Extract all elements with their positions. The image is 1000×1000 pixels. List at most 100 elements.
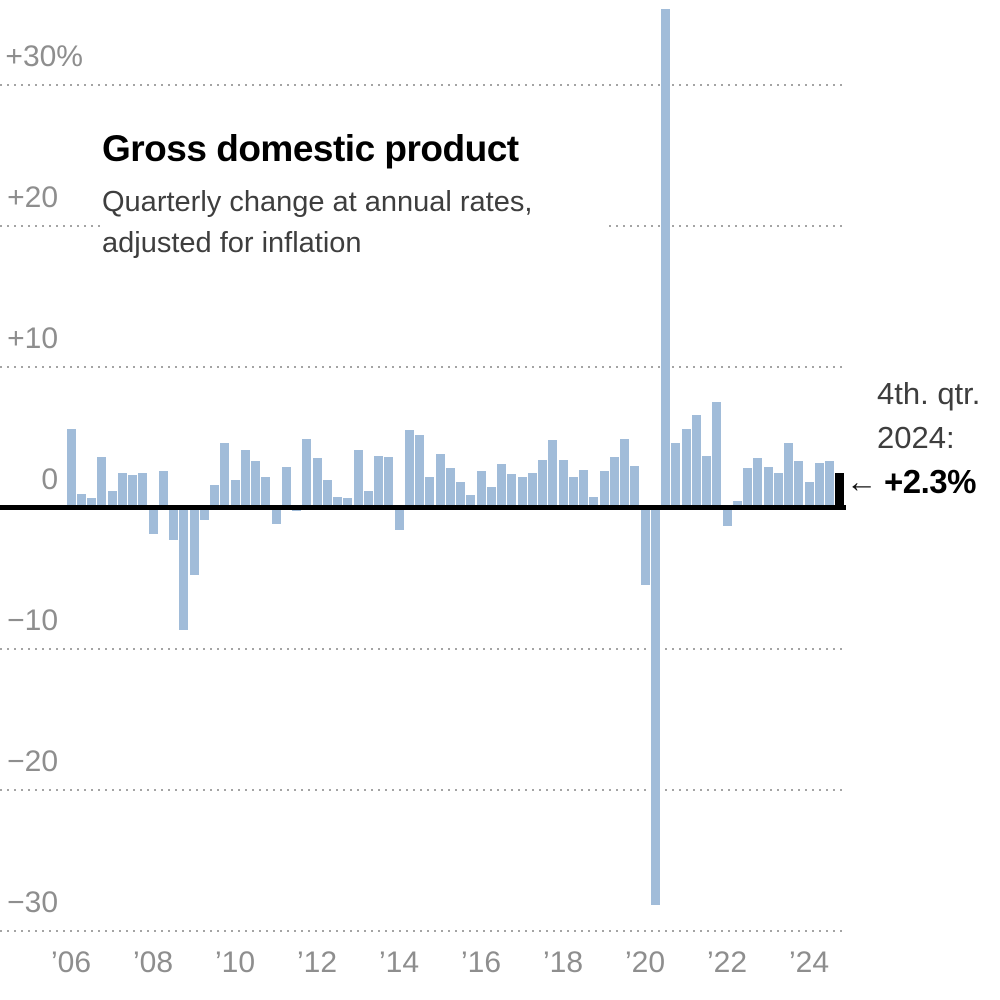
- annotation-2024-q4: 4th. qtr. 2024: ← +2.3%: [846, 372, 981, 504]
- chart-title-block: Gross domestic product Quarterly change …: [100, 124, 607, 270]
- bar-2014-q4: [425, 476, 435, 505]
- bar-2016-q2: [486, 486, 496, 505]
- bar-2021-q1: [681, 428, 691, 505]
- y-tick-label--20: −20: [7, 744, 58, 778]
- bar-2013-q2: [363, 490, 373, 505]
- bar-2006-q4: [97, 457, 107, 505]
- annotation-line1: 4th. qtr.: [877, 376, 981, 411]
- zero-axis-line: [0, 505, 846, 510]
- bar-2024-q1: [804, 482, 814, 505]
- x-tick-label-2022: ’22: [706, 946, 748, 979]
- bar-2021-q3: [702, 455, 711, 505]
- bar-2023-q1: [763, 466, 773, 505]
- bar-2013-q1: [353, 450, 363, 505]
- bar-2008-q4: [179, 510, 189, 630]
- y-tick-label-20: +20: [7, 180, 58, 214]
- y-tick-label--30: −30: [7, 885, 58, 919]
- y-tick-label-10: +10: [7, 321, 58, 355]
- left-arrow-icon: ←: [846, 464, 877, 499]
- bar-2012-q3: [333, 496, 342, 505]
- x-tick-label-2016: ’16: [460, 946, 502, 979]
- bar-2024-q4: [835, 472, 845, 505]
- chart-subtitle-line1: Quarterly change at annual rates,: [102, 186, 533, 218]
- chart-subtitle-line2: adjusted for inflation: [102, 227, 362, 259]
- bar-2009-q4: [220, 442, 230, 505]
- bar-2011-q3: [292, 510, 301, 512]
- bar-2009-q2: [199, 510, 209, 520]
- annotation-value: +2.3%: [884, 463, 977, 500]
- bar-2018-q4: [589, 496, 599, 505]
- bar-2012-q2: [322, 479, 332, 505]
- bar-2008-q1: [148, 510, 158, 534]
- bar-2010-q4: [261, 476, 271, 505]
- bar-2010-q1: [230, 479, 240, 505]
- bar-2022-q2: [732, 500, 742, 505]
- bar-2012-q1: [312, 458, 322, 505]
- bar-2009-q1: [189, 510, 199, 575]
- bar-2015-q2: [445, 468, 455, 505]
- bar-2007-q3: [128, 475, 137, 505]
- gridline--30: [0, 929, 846, 932]
- bar-2014-q1: [394, 510, 404, 530]
- chart-title: Gross domestic product: [102, 128, 519, 169]
- bar-2024-q3: [825, 461, 834, 505]
- x-tick-label-2014: ’14: [378, 946, 420, 979]
- bar-2014-q2: [404, 430, 414, 505]
- bar-2007-q4: [138, 472, 148, 505]
- bar-2017-q4: [548, 440, 558, 505]
- gridline--20: [0, 788, 846, 791]
- bar-2019-q2: [609, 457, 619, 505]
- bar-2018-q1: [558, 459, 568, 505]
- bar-2007-q2: [117, 472, 127, 505]
- bar-2007-q1: [107, 490, 117, 505]
- y-tick-label-30: +30%: [5, 39, 83, 73]
- bar-2020-q3: [661, 8, 670, 505]
- bar-2021-q2: [691, 414, 701, 505]
- bar-2010-q2: [240, 450, 250, 505]
- bar-2013-q4: [384, 457, 394, 505]
- bar-2017-q3: [538, 459, 547, 505]
- bar-2020-q4: [671, 442, 681, 505]
- bar-2021-q4: [712, 402, 722, 505]
- bar-2022-q3: [743, 468, 752, 505]
- bar-2017-q2: [527, 472, 537, 505]
- gridline--10: [0, 647, 846, 650]
- bar-2015-q3: [456, 482, 465, 505]
- bar-2016-q3: [497, 464, 506, 505]
- x-tick-label-2010: ’10: [214, 946, 256, 979]
- gridline-30: [0, 83, 846, 86]
- bar-2023-q4: [794, 461, 804, 505]
- bar-2024-q2: [814, 462, 824, 505]
- bar-2020-q1: [640, 510, 650, 585]
- bar-2006-q2: [76, 493, 86, 505]
- bar-2017-q1: [517, 476, 527, 505]
- bar-2019-q1: [599, 471, 609, 505]
- bar-2022-q1: [722, 510, 732, 526]
- bar-2023-q3: [784, 442, 793, 505]
- bar-2010-q3: [251, 461, 260, 505]
- x-tick-label-2006: ’06: [50, 946, 92, 979]
- bar-2018-q2: [568, 476, 578, 505]
- x-tick-label-2024: ’24: [788, 946, 830, 979]
- bar-2009-q3: [210, 485, 219, 505]
- x-tick-label-2020: ’20: [624, 946, 666, 979]
- x-tick-label-2008: ’08: [132, 946, 174, 979]
- bar-2016-q4: [507, 473, 517, 505]
- bar-2015-q1: [435, 454, 445, 505]
- bar-2019-q4: [630, 465, 640, 505]
- bar-2016-q1: [476, 471, 486, 505]
- bar-2022-q4: [753, 458, 763, 505]
- bar-2015-q4: [466, 495, 476, 505]
- bar-2013-q3: [374, 455, 383, 505]
- annotation-line2: 2024:: [877, 420, 955, 455]
- bar-2006-q1: [66, 428, 76, 505]
- bar-2012-q4: [343, 497, 353, 505]
- bar-2020-q2: [650, 510, 660, 905]
- bar-2014-q3: [415, 434, 424, 505]
- y-tick-label-0: 0: [41, 462, 58, 496]
- bar-2011-q4: [302, 438, 312, 505]
- bar-2011-q2: [281, 466, 291, 505]
- bar-2019-q3: [620, 438, 629, 505]
- annotation-value-row: ← +2.3%: [846, 460, 980, 504]
